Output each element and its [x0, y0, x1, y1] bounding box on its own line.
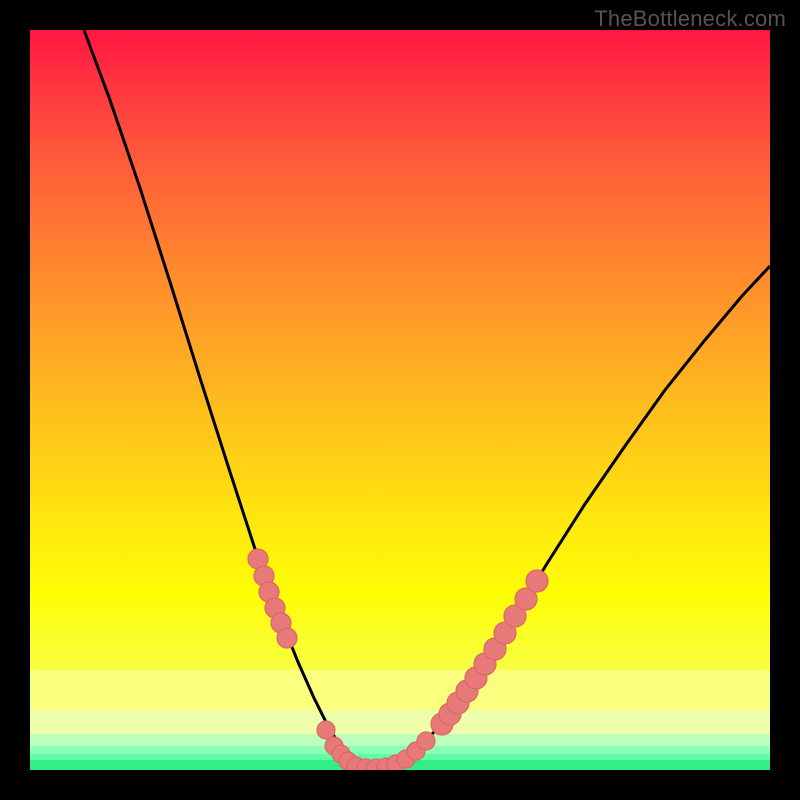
v-curve: [84, 30, 770, 768]
marker-group: [248, 549, 548, 770]
marker-dot: [277, 628, 297, 648]
marker-dot: [526, 570, 548, 592]
plot-area: [30, 30, 770, 770]
watermark-text: TheBottleneck.com: [594, 6, 786, 32]
marker-dot: [417, 732, 435, 750]
chart-container: TheBottleneck.com: [0, 0, 800, 800]
marker-dot: [317, 721, 335, 739]
plot-svg: [30, 30, 770, 770]
